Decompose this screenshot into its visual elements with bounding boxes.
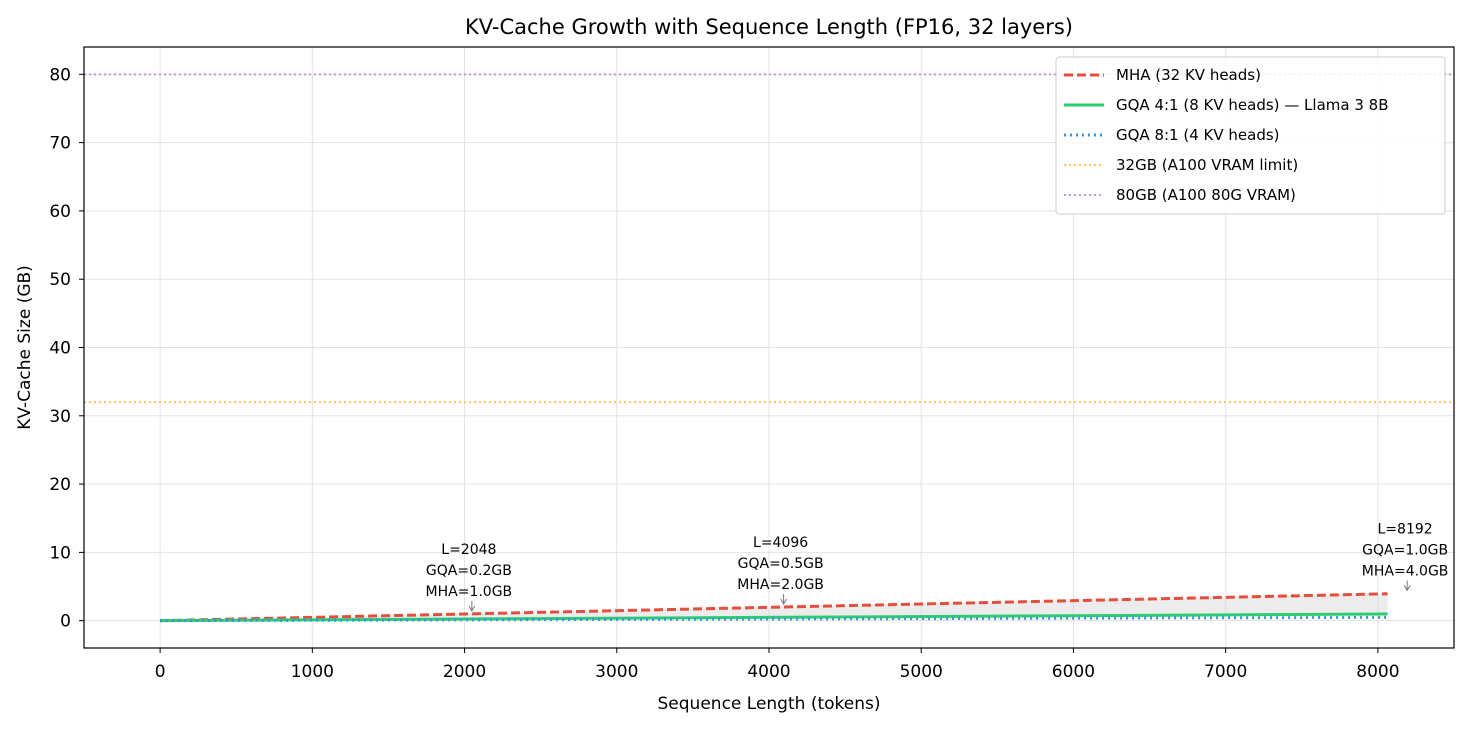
annotation-label: MHA=1.0GB [426, 584, 513, 600]
chart-title: KV-Cache Growth with Sequence Length (FP… [465, 15, 1073, 39]
x-tick-label: 3000 [595, 662, 638, 682]
annotations: L=2048 GQA=0.2GB MHA=1.0GB L=4096 GQA=0.5GB M… [426, 521, 1449, 612]
x-tick-label: 1000 [291, 662, 334, 682]
legend-label: GQA 4:1 (8 KV heads) — Llama 3 8B [1116, 96, 1388, 114]
x-axis-label: Sequence Length (tokens) [658, 694, 881, 714]
legend-label: 32GB (A100 VRAM limit) [1116, 156, 1298, 174]
legend: MHA (32 KV heads) GQA 4:1 (8 KV heads) — … [1055, 56, 1446, 215]
annotation-arrowhead [780, 598, 788, 605]
y-tick-label: 80 [49, 65, 71, 85]
legend-label: 80GB (A100 80G VRAM) [1116, 186, 1296, 204]
y-tick-label: 70 [49, 134, 71, 154]
annotation-label: L=2048 [441, 542, 496, 558]
y-tick-label: 0 [60, 612, 71, 632]
x-axis-ticks: 0 1000 2000 3000 4000 5000 6000 7000 8000 [155, 648, 1400, 682]
legend-label: MHA (32 KV heads) [1116, 66, 1261, 84]
legend-label: GQA 8:1 (4 KV heads) [1116, 126, 1280, 144]
y-axis-label: KV-Cache Size (GB) [15, 265, 35, 430]
annotation-label: L=4096 [753, 535, 808, 551]
y-tick-label: 50 [49, 270, 71, 290]
legend-box [1055, 56, 1446, 215]
y-axis-ticks: 0 10 20 30 40 50 60 70 80 [49, 65, 84, 632]
annotation-label: GQA=0.2GB [426, 563, 512, 579]
x-tick-label: 6000 [1052, 662, 1095, 682]
annotation-label: MHA=2.0GB [737, 577, 824, 593]
series-line [160, 592, 1388, 623]
annotation-label: L=8192 [1378, 521, 1433, 537]
series-lines [160, 592, 1388, 623]
x-tick-label: 4000 [747, 662, 790, 682]
y-tick-label: 40 [49, 339, 71, 359]
y-tick-label: 20 [49, 475, 71, 495]
y-tick-label: 30 [49, 407, 71, 427]
x-tick-label: 5000 [900, 662, 943, 682]
annotation-label: GQA=1.0GB [1362, 542, 1448, 558]
x-tick-label: 7000 [1204, 662, 1247, 682]
annotation-label: MHA=4.0GB [1362, 563, 1449, 579]
annotation-label: GQA=0.5GB [738, 556, 824, 572]
x-tick-label: 8000 [1356, 662, 1399, 682]
x-tick-label: 0 [155, 662, 166, 682]
y-tick-label: 10 [49, 543, 71, 563]
y-tick-label: 60 [49, 202, 71, 222]
x-tick-label: 2000 [443, 662, 486, 682]
series-line [160, 615, 1388, 623]
annotation-arrowhead [1403, 585, 1411, 592]
annotation-arrowhead [468, 605, 476, 612]
